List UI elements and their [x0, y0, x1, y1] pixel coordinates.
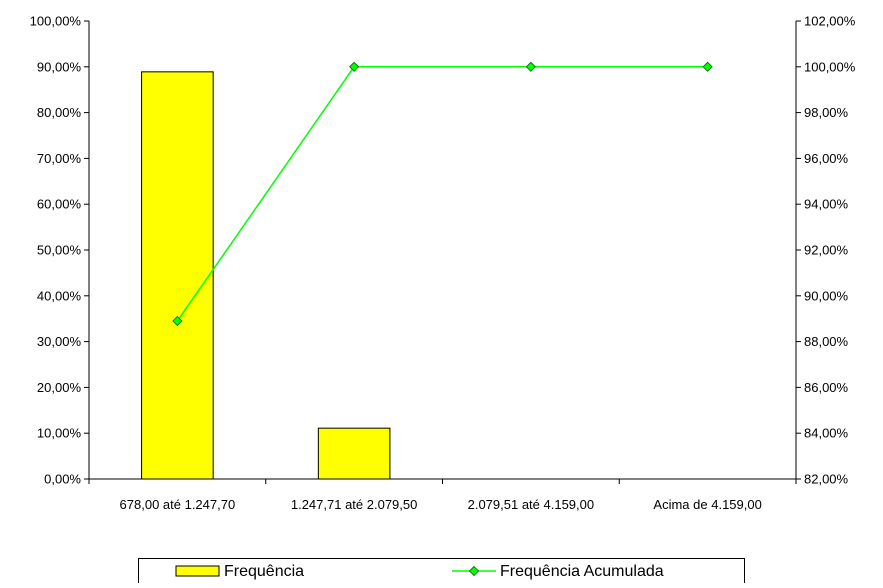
line-point-marker	[702, 61, 713, 72]
right-axis-tick-label: 90,00%	[804, 288, 849, 303]
right-axis-tick-label: 88,00%	[804, 334, 849, 349]
cumulative-line	[176, 66, 708, 322]
right-axis-tick-label: 96,00%	[804, 151, 849, 166]
x-axis-category-labels: 678,00 até 1.247,70 1.247,71 até 2.079,50…	[120, 497, 762, 512]
line-series	[172, 61, 713, 327]
left-axis-tick-label: 40,00%	[37, 288, 82, 303]
x-axis-category-label: Acima de 4.159,00	[653, 497, 761, 512]
legend: Frequência Frequência Acumulada	[138, 558, 745, 588]
line-point-marker	[172, 315, 183, 327]
right-axis-tick-label: 84,00%	[804, 426, 849, 441]
bar	[317, 427, 391, 480]
x-axis-category-label: 2.079,51 até 4.159,00	[468, 497, 595, 512]
legend-label-frequencia-acumulada: Frequência Acumulada	[500, 563, 664, 580]
left-axis-tick-label: 0,00%	[44, 472, 81, 487]
right-axis-tick-label: 92,00%	[804, 243, 849, 258]
left-axis-tick-label: 60,00%	[37, 197, 82, 212]
left-axis-tick-label: 90,00%	[37, 59, 82, 74]
bar-series	[141, 71, 391, 480]
right-axis-tick-label: 100,00%	[804, 59, 856, 74]
line-point-marker	[525, 61, 536, 72]
right-axis-tick-labels: 82,00% 84,00% 86,00% 88,00% 90,00% 92,00% 94,0…	[804, 14, 856, 487]
left-axis-tick-label: 30,00%	[37, 334, 82, 349]
legend-bar-swatch	[175, 565, 220, 577]
legend-label-frequencia: Frequência	[224, 563, 304, 580]
right-axis-tick-label: 98,00%	[804, 105, 849, 120]
x-axis-category-label: 1.247,71 até 2.079,50	[291, 497, 418, 512]
right-axis-tick-label: 94,00%	[804, 197, 849, 212]
legend-line-marker	[468, 565, 480, 577]
left-axis-tick-label: 100,00%	[30, 14, 82, 29]
line-point-marker	[349, 61, 360, 72]
bar	[141, 71, 214, 480]
right-axis-tick-label: 82,00%	[804, 472, 849, 487]
left-axis-tick-label: 10,00%	[37, 426, 82, 441]
left-axis-tick-labels: 0,00% 10,00% 20,00% 30,00% 40,00% 50,00% 60,00…	[30, 14, 82, 487]
right-axis-tick-label: 102,00%	[804, 14, 856, 29]
x-axis-category-label: 678,00 até 1.247,70	[120, 497, 236, 512]
right-axis-tick-label: 86,00%	[804, 380, 849, 395]
left-axis-tick-label: 20,00%	[37, 380, 82, 395]
left-axis-tick-label: 50,00%	[37, 243, 82, 258]
left-axis-tick-label: 80,00%	[37, 105, 82, 120]
left-axis-tick-label: 70,00%	[37, 151, 82, 166]
